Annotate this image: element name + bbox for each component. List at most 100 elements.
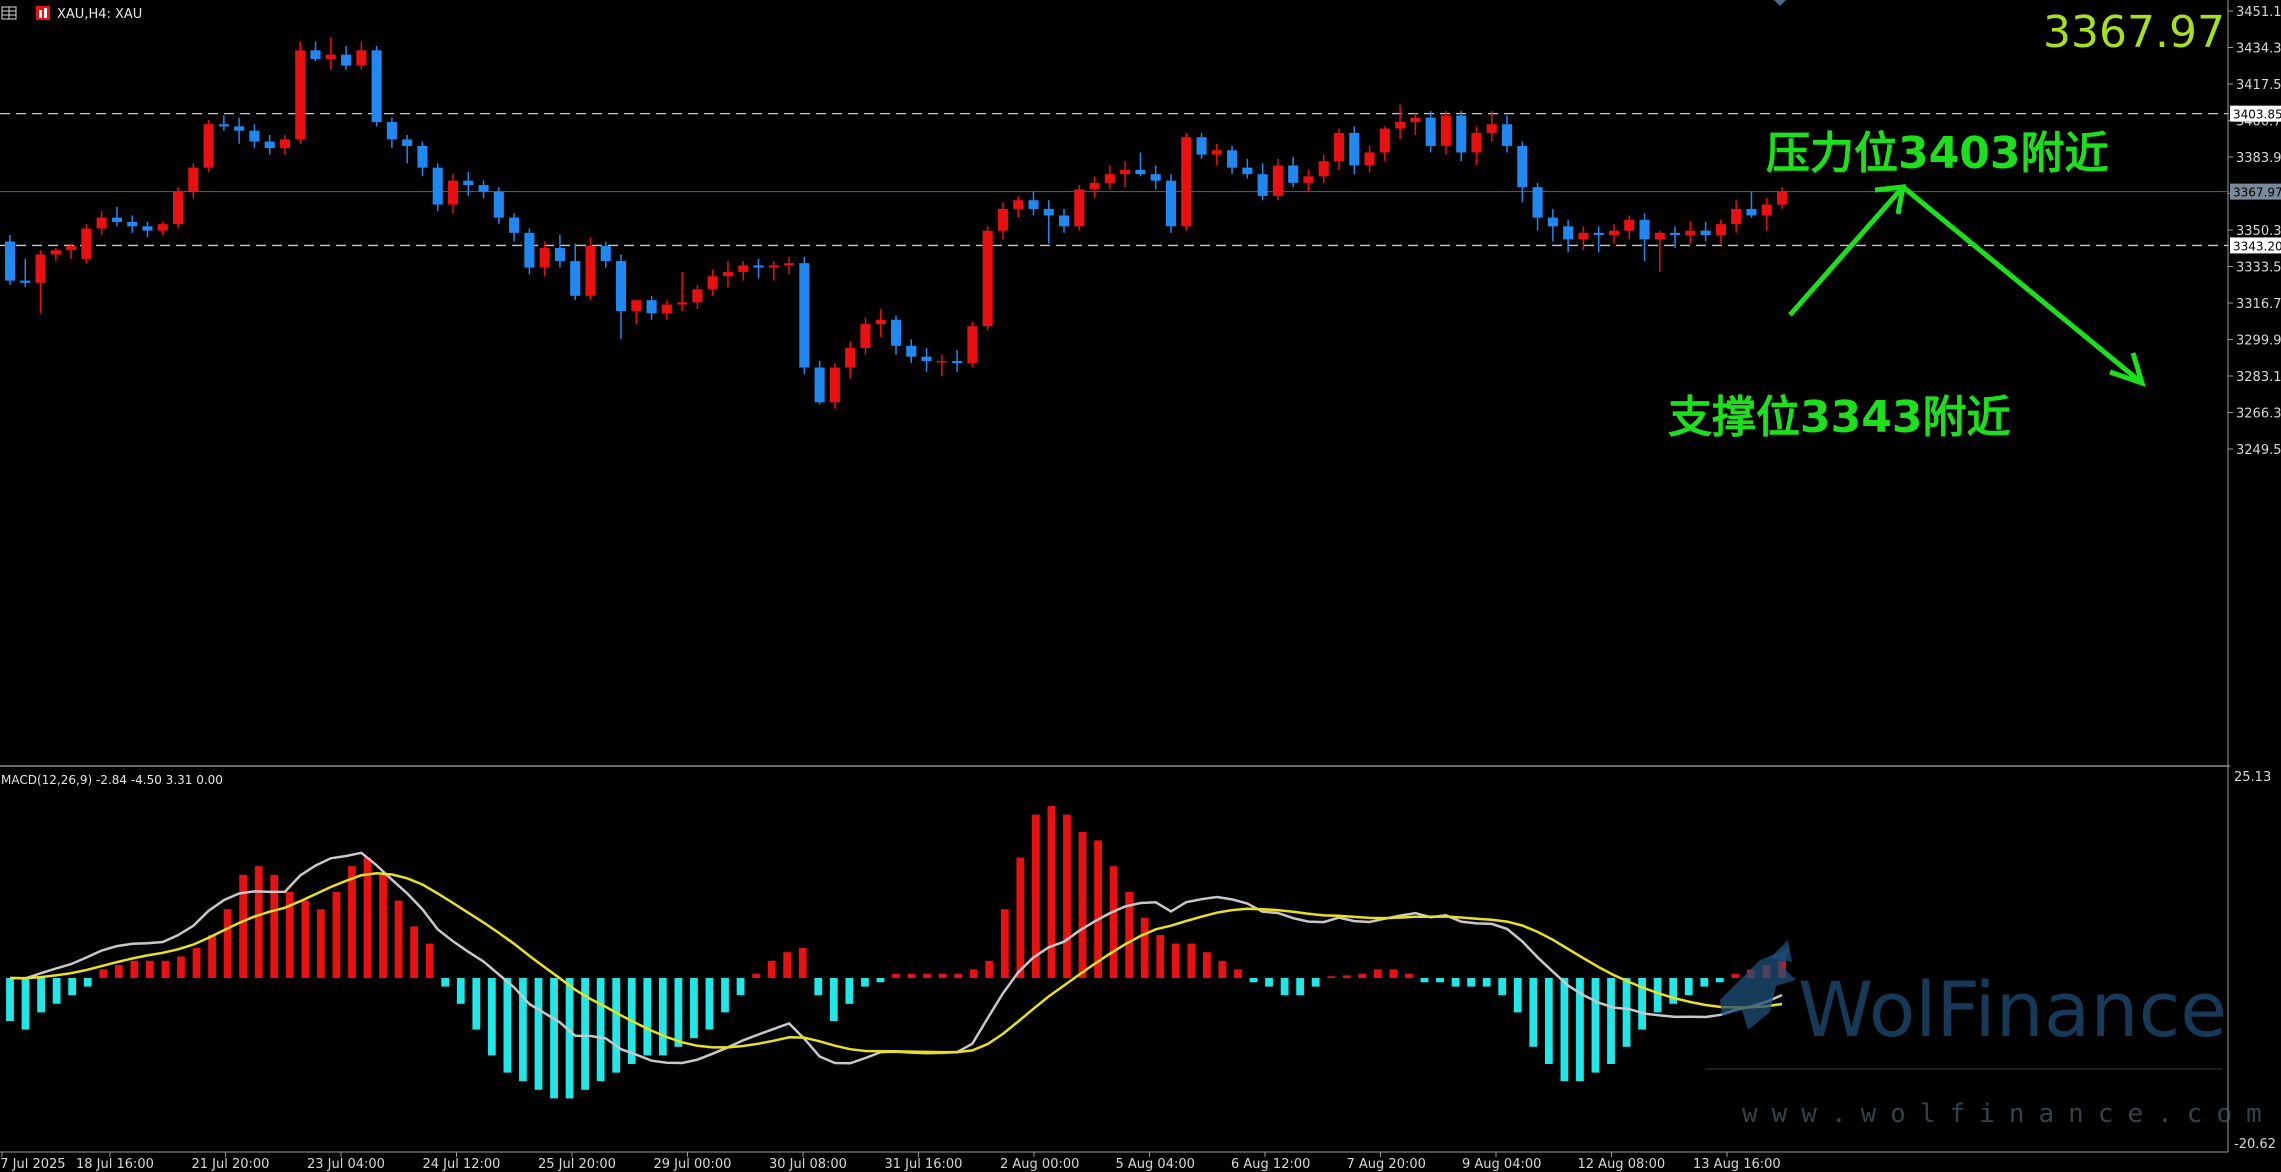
candle bbox=[1257, 163, 1268, 201]
candle bbox=[1456, 111, 1467, 162]
candle bbox=[524, 228, 535, 275]
macd-bar bbox=[379, 874, 387, 978]
candle-body bbox=[1501, 124, 1513, 146]
price-tick-label: 3249.50 bbox=[2236, 443, 2281, 458]
candle bbox=[615, 254, 627, 340]
candle-body bbox=[111, 217, 122, 222]
price-tick-label: 3299.90 bbox=[2236, 334, 2281, 349]
candle bbox=[768, 261, 779, 281]
level-tag-label: 3367.97 bbox=[2233, 186, 2281, 200]
macd-bar bbox=[845, 978, 854, 1004]
macd-bar bbox=[814, 978, 823, 996]
candle bbox=[310, 41, 321, 62]
scroll-marker-icon[interactable] bbox=[1774, 0, 1786, 6]
macd-bar bbox=[332, 892, 341, 978]
macd-bar bbox=[1109, 866, 1118, 978]
candle bbox=[295, 41, 306, 144]
candle-body bbox=[1104, 174, 1115, 183]
candle-body bbox=[1242, 167, 1253, 175]
macd-bar bbox=[1249, 978, 1258, 983]
macd-bar bbox=[534, 978, 543, 1090]
candle-body bbox=[1303, 176, 1314, 183]
candle bbox=[906, 339, 917, 364]
candle bbox=[249, 124, 260, 149]
macd-bar bbox=[1218, 960, 1227, 978]
level-tag-label: 3403.85 bbox=[2233, 108, 2281, 122]
candle bbox=[1303, 169, 1314, 192]
macd-bar bbox=[503, 978, 512, 1073]
candle bbox=[1685, 221, 1696, 244]
candle bbox=[646, 295, 657, 320]
candle bbox=[1731, 200, 1742, 233]
candle-body bbox=[1379, 128, 1390, 153]
candle-body bbox=[646, 300, 657, 314]
chart-type-icon[interactable] bbox=[36, 6, 50, 20]
candle bbox=[1379, 126, 1390, 162]
macd-bar bbox=[1420, 978, 1429, 983]
time-tick-label: 12 Aug 08:00 bbox=[1578, 1157, 1666, 1172]
price-tick-label: 3283.10 bbox=[2236, 370, 2281, 385]
candle bbox=[493, 187, 504, 225]
candle-body bbox=[1333, 132, 1345, 162]
candle-body bbox=[295, 50, 306, 140]
candle-body bbox=[799, 263, 810, 368]
candle bbox=[1532, 182, 1543, 231]
macd-bar bbox=[1622, 978, 1631, 1047]
macd-bar bbox=[192, 947, 201, 978]
time-tick-label: 31 Jul 16:00 bbox=[885, 1157, 963, 1172]
macd-bar bbox=[1731, 973, 1740, 978]
candle bbox=[142, 221, 153, 238]
macd-bar bbox=[907, 973, 916, 978]
candle-body bbox=[1318, 161, 1329, 177]
candle bbox=[1776, 187, 1788, 209]
macd-bar bbox=[1591, 978, 1600, 1073]
candle-body bbox=[875, 319, 886, 325]
candle-body bbox=[1517, 145, 1528, 188]
macd-bar bbox=[1296, 978, 1305, 996]
candle-body bbox=[814, 367, 825, 403]
price-axis: 3451.103434.303417.503400.703383.903367.… bbox=[2227, 0, 2281, 1152]
candle-body bbox=[1089, 182, 1100, 190]
macd-bar bbox=[1032, 814, 1040, 978]
candle bbox=[432, 163, 443, 212]
candle-body bbox=[417, 145, 428, 168]
candle-body bbox=[1165, 180, 1177, 227]
macd-bar bbox=[1715, 978, 1724, 983]
price-tick-label: 3451.10 bbox=[2236, 5, 2281, 20]
candle bbox=[1288, 156, 1299, 188]
candle bbox=[371, 45, 382, 127]
time-tick-label: 9 Aug 04:00 bbox=[1462, 1157, 1541, 1172]
macd-bar bbox=[99, 969, 108, 978]
macd-bar bbox=[1078, 831, 1087, 978]
candle-body bbox=[172, 191, 184, 225]
candle-body bbox=[1547, 217, 1558, 227]
macd-bar bbox=[861, 978, 869, 987]
candle bbox=[997, 202, 1008, 240]
candle bbox=[1333, 128, 1345, 170]
menu-icon[interactable] bbox=[1, 6, 17, 20]
macd-bar bbox=[1342, 975, 1351, 978]
candle bbox=[677, 271, 688, 312]
macd-bar bbox=[612, 978, 621, 1073]
time-tick-label: 25 Jul 20:00 bbox=[538, 1157, 616, 1172]
macd-bar bbox=[721, 978, 729, 1013]
candle bbox=[1578, 226, 1589, 251]
macd-bar bbox=[1498, 978, 1507, 996]
candle bbox=[1486, 111, 1497, 142]
price-tick-label: 3417.50 bbox=[2236, 78, 2281, 93]
macd-bar bbox=[1405, 973, 1413, 978]
candle-body bbox=[722, 271, 734, 277]
macd-bar bbox=[114, 965, 123, 978]
macd-bar bbox=[1234, 969, 1242, 978]
candle-body bbox=[264, 141, 275, 149]
candle bbox=[952, 350, 963, 372]
candle-body bbox=[860, 324, 871, 348]
candle bbox=[738, 261, 749, 281]
symbol-title: XAU,H4: XAU bbox=[57, 7, 142, 22]
candle bbox=[1471, 126, 1482, 166]
candle bbox=[1242, 158, 1253, 179]
macd-bar bbox=[146, 960, 154, 978]
candle-body bbox=[493, 191, 504, 218]
candle-body bbox=[829, 367, 840, 403]
macd-bar bbox=[690, 978, 698, 1039]
